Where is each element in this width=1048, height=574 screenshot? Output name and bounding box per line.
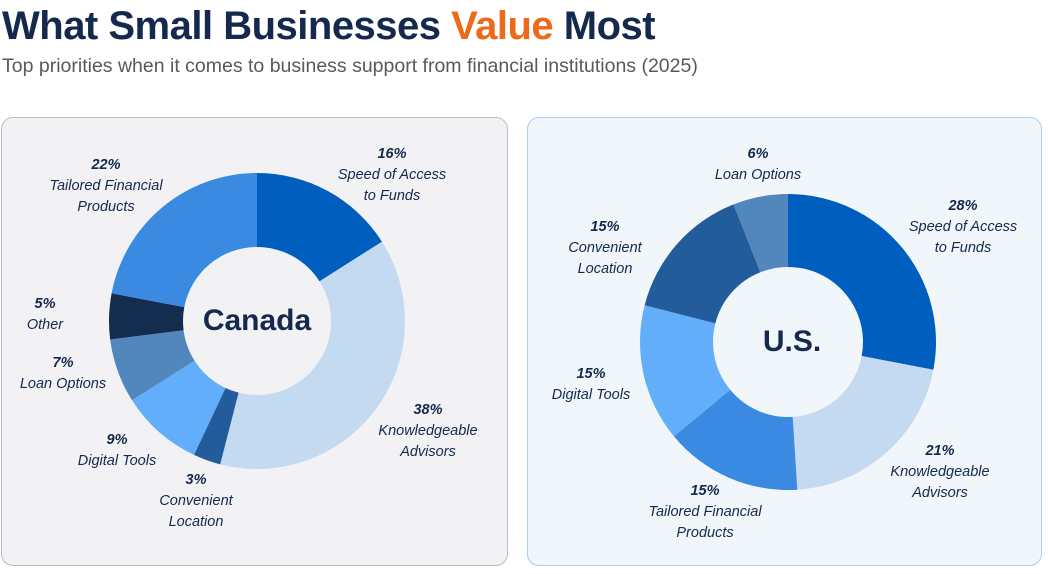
us-label-convenient: 15% Convenient Location xyxy=(568,217,641,280)
donut-segment xyxy=(792,356,934,490)
label-line: Loan Options xyxy=(714,167,802,183)
label-line: Digital Tools xyxy=(77,453,157,469)
us-label-speed: 28% Speed of Access to Funds xyxy=(909,196,1017,259)
canada-label-other: 5% Other xyxy=(27,294,63,336)
label-line: Products xyxy=(676,525,734,541)
donut-segment xyxy=(132,360,226,455)
label-line: Other xyxy=(26,317,64,333)
pct: 6% xyxy=(747,146,769,162)
label-line: Knowledgeable xyxy=(378,423,478,439)
us-label-knowledgeable: 21% Knowledgeable Advisors xyxy=(890,441,989,504)
us-label-digital: 15% Digital Tools xyxy=(552,364,630,406)
donut-segment xyxy=(110,330,195,401)
label-line: Convenient xyxy=(568,240,642,256)
page-subtitle: Top priorities when it comes to business… xyxy=(2,55,698,77)
donut-segment xyxy=(673,389,798,490)
donut-segment xyxy=(111,173,257,308)
canada-label-speed: 16% Speed of Access to Funds xyxy=(338,144,446,207)
donut-segment xyxy=(193,387,239,465)
label-line: Tailored Financial xyxy=(49,178,163,194)
donut-segment xyxy=(640,305,731,437)
label-line: Speed of Access xyxy=(908,219,1018,235)
canada-label-tailored: 22% Tailored Financial Products xyxy=(49,155,162,218)
canada-donut xyxy=(108,173,405,470)
label-line: Convenient xyxy=(159,493,233,509)
pct: 21% xyxy=(925,443,955,459)
us-donut xyxy=(640,194,937,490)
donut-segment xyxy=(733,194,788,273)
label-line: Speed of Access xyxy=(337,167,447,183)
canada-label-convenient: 3% Convenient Location xyxy=(159,470,232,533)
title-text: What Small Businesses xyxy=(2,4,452,48)
us-label-loan: 6% Loan Options xyxy=(715,144,801,186)
label-line: Loan Options xyxy=(19,376,107,392)
us-label-tailored: 15% Tailored Financial Products xyxy=(648,481,761,544)
pct: 7% xyxy=(52,355,74,371)
label-line: Location xyxy=(168,514,224,530)
pct: 15% xyxy=(590,219,620,235)
label-line: to Funds xyxy=(363,188,421,204)
donut-segment xyxy=(788,194,937,370)
pct: 3% xyxy=(185,472,207,488)
pct: 22% xyxy=(91,157,121,173)
label-line: Knowledgeable xyxy=(890,464,990,480)
label-line: Advisors xyxy=(912,485,968,501)
page-title: What Small Businesses Value Most xyxy=(2,2,656,50)
canada-label-knowledgeable: 38% Knowledgeable Advisors xyxy=(378,400,477,463)
pct: 28% xyxy=(948,198,978,214)
label-line: Location xyxy=(577,261,633,277)
title-text-end: Most xyxy=(553,4,656,48)
label-line: Digital Tools xyxy=(551,387,631,403)
canada-center-label: Canada xyxy=(202,304,312,337)
pct: 9% xyxy=(106,432,128,448)
label-line: Advisors xyxy=(400,444,456,460)
us-center-label: U.S. xyxy=(762,325,822,358)
title-accent-word: Value xyxy=(451,4,554,48)
pct: 16% xyxy=(377,146,407,162)
label-line: Tailored Financial xyxy=(648,504,762,520)
donut-segment xyxy=(257,173,382,282)
canada-label-loan: 7% Loan Options xyxy=(20,353,106,395)
us-panel xyxy=(527,117,1042,566)
pct: 15% xyxy=(576,366,606,382)
pct: 38% xyxy=(413,402,443,418)
label-line: Products xyxy=(77,199,135,215)
donut-segment xyxy=(108,293,185,340)
label-line: to Funds xyxy=(934,240,992,256)
canada-label-digital: 9% Digital Tools xyxy=(78,430,156,472)
pct: 5% xyxy=(34,296,56,312)
donut-segment xyxy=(644,204,761,324)
pct: 15% xyxy=(690,483,720,499)
donut-segment xyxy=(220,241,405,470)
